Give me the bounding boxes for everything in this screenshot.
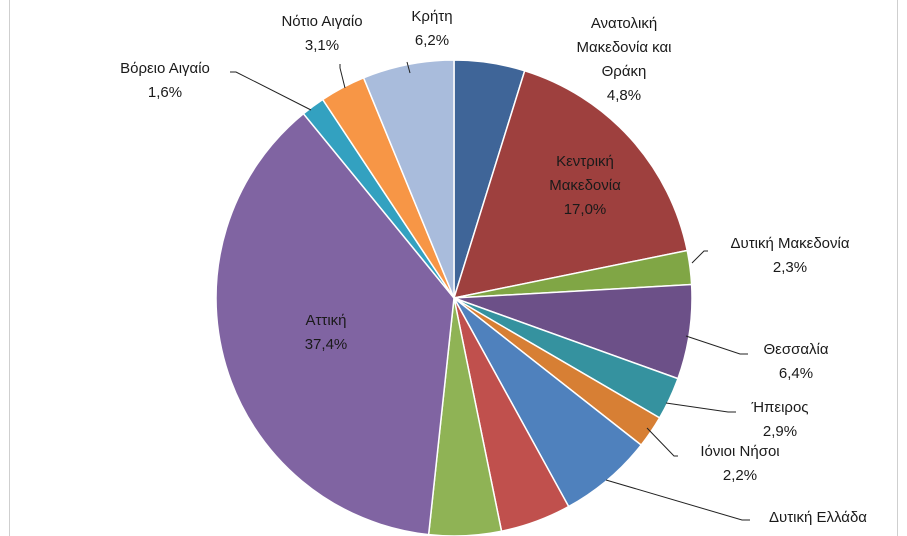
slice-value-label: 1,6% [148, 84, 182, 101]
pie-slice [215, 112, 455, 536]
slice-name-label: Βόρειο Αιγαίο [120, 60, 210, 77]
slice-name-label: Δυτική Ελλάδα [769, 509, 867, 526]
slice-name-label: Ιόνιοι Νήσοι [700, 443, 779, 460]
slice-value-label: 17,0% [564, 201, 607, 218]
frame-border-left [9, 0, 10, 536]
slice-label: Ανατολική Μακεδονία και Θράκη 4,8% [576, 15, 671, 104]
slice-name-label: Μακεδονία [549, 177, 621, 194]
slice-value-label: 3,1% [305, 37, 339, 54]
slice-label: Αττική 37,4% [305, 312, 348, 353]
slice-label: Θεσσαλία 6,4% [763, 341, 828, 382]
slice-name-label: Θράκη [602, 63, 647, 80]
slice-label: Νότιο Αιγαίο 3,1% [281, 13, 362, 54]
slice-name-label: Μακεδονία και [576, 39, 671, 56]
slice-name-label: Θεσσαλία [763, 341, 828, 358]
slice-name-label: Ανατολική [591, 15, 657, 32]
slice-value-label: 6,4% [779, 365, 813, 382]
slice-label: Βόρειο Αιγαίο 1,6% [120, 60, 210, 101]
slice-label: Κρήτη 6,2% [411, 8, 452, 49]
leader-line [605, 479, 750, 521]
slice-value-label: 37,4% [305, 336, 348, 353]
leader-line [230, 71, 312, 111]
slice-value-label: 2,2% [723, 467, 757, 484]
leader-line [339, 64, 346, 89]
leader-line [665, 402, 736, 413]
frame-border-right [897, 0, 898, 536]
slice-value-label: 4,8% [607, 87, 641, 104]
leader-line [685, 335, 748, 355]
slice-name-label: Ήπειρος [750, 399, 808, 416]
slice-value-label: 2,9% [763, 423, 797, 440]
slice-name-label: Αττική [305, 312, 346, 329]
slice-label: Δυτική Ελλάδα 6,4% [769, 509, 867, 536]
slice-name-label: Δυτική Μακεδονία [730, 235, 849, 252]
slice-name-label: Κεντρική [556, 153, 614, 170]
pie-slice [452, 69, 689, 299]
leader-line [691, 250, 708, 264]
slice-label: Κεντρική Μακεδονία 17,0% [549, 153, 621, 218]
slice-name-label: Νότιο Αιγαίο [281, 13, 362, 30]
slice-label: Ιόνιοι Νήσοι 2,2% [700, 443, 779, 484]
slice-value-label: 6,2% [415, 32, 449, 49]
slice-value-label: 2,3% [773, 259, 807, 276]
slice-value-label: 6,4% [801, 533, 835, 536]
slice-label: Ήπειρος 2,9% [750, 399, 808, 440]
slice-label: Δυτική Μακεδονία 2,3% [730, 235, 849, 276]
slice-name-label: Κρήτη [411, 8, 452, 25]
leader-line [406, 61, 411, 74]
leader-line [646, 427, 678, 457]
